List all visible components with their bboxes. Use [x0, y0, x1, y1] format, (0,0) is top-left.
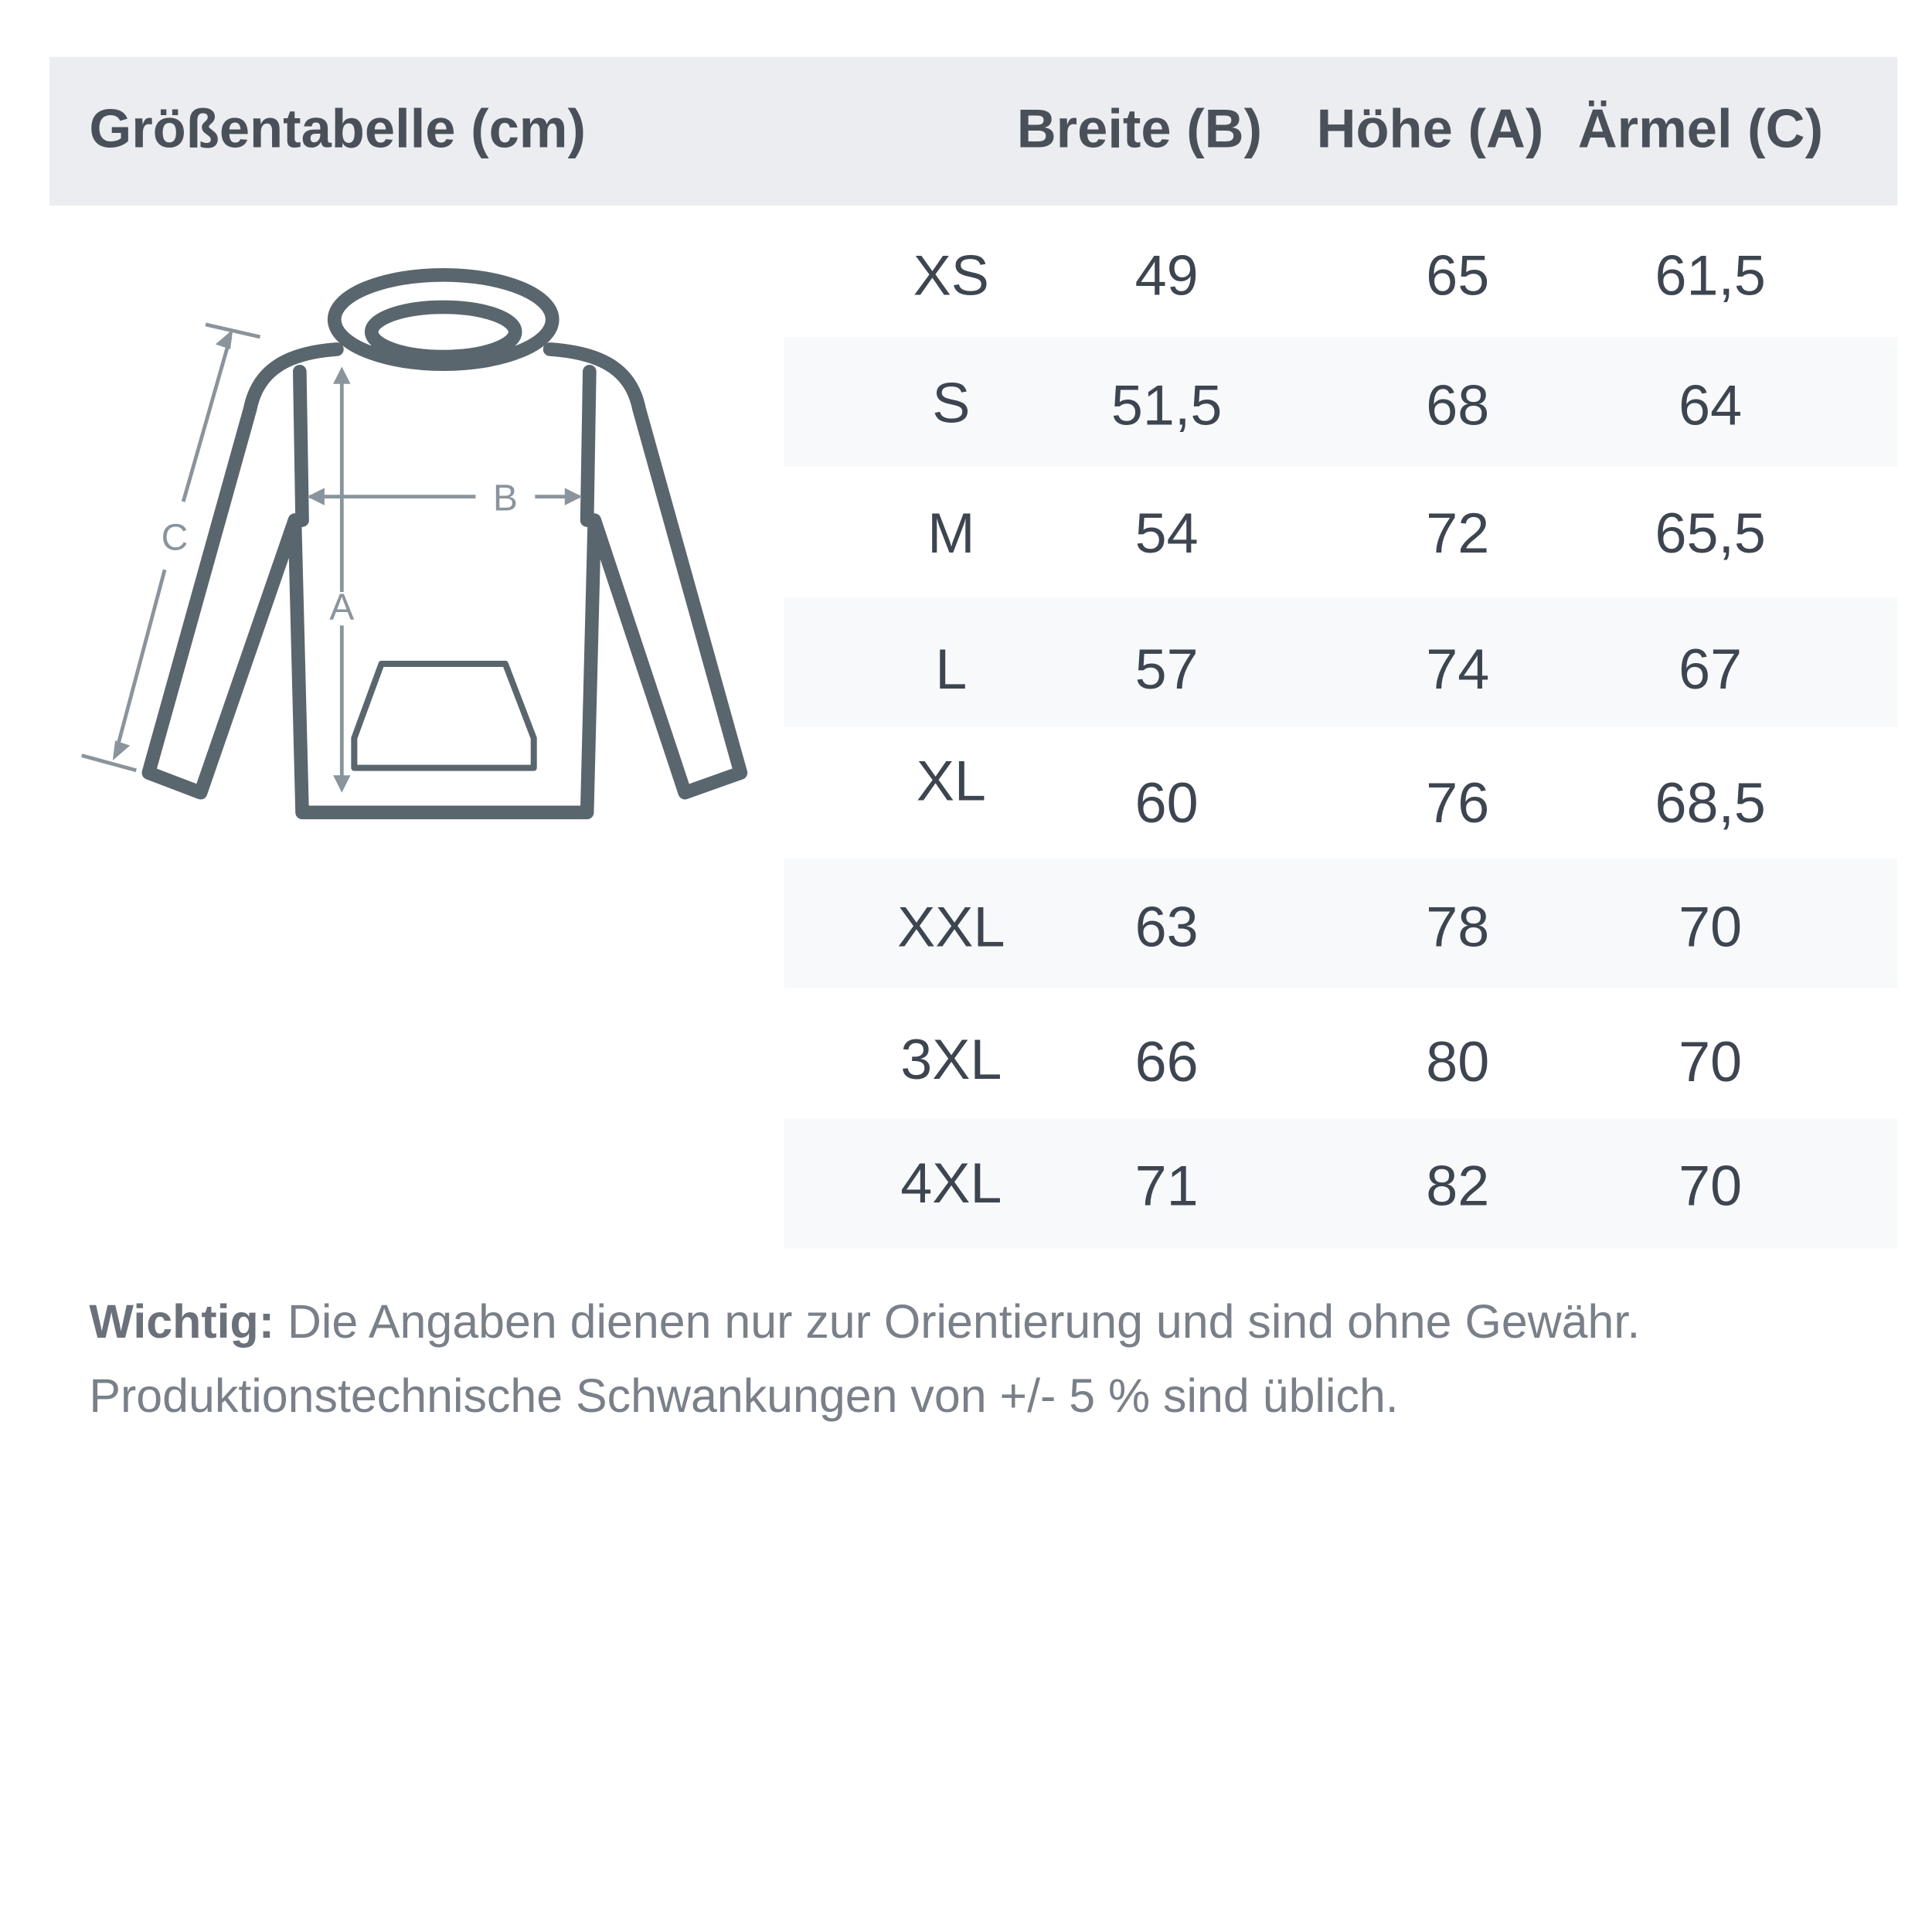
- cell-breite: 63: [1134, 894, 1199, 959]
- size-label: 4XL: [900, 1150, 1002, 1216]
- column-header-hoehe: Höhe (A): [1316, 99, 1544, 160]
- hoodie-outline: [141, 267, 748, 820]
- cell-hoehe: 72: [1426, 500, 1490, 565]
- size-label: 3XL: [900, 1026, 1002, 1091]
- cell-breite: 57: [1134, 636, 1199, 702]
- row-band: [784, 1118, 1898, 1249]
- cell-hoehe: 65: [1426, 243, 1490, 308]
- cell-aermel: 64: [1679, 372, 1743, 437]
- label-a: A: [329, 586, 354, 628]
- hoodie-diagram: B A C: [81, 267, 748, 820]
- cell-breite: 51,5: [1111, 372, 1223, 437]
- cell-aermel: 65,5: [1655, 500, 1766, 565]
- cell-hoehe: 76: [1426, 770, 1490, 835]
- column-header-breite: Breite (B): [1016, 99, 1263, 160]
- size-label: S: [932, 370, 971, 435]
- cell-aermel: 61,5: [1655, 243, 1766, 308]
- size-label: XS: [913, 243, 989, 308]
- cell-aermel: 68,5: [1655, 770, 1766, 835]
- cell-hoehe: 78: [1426, 894, 1490, 959]
- row-band: [784, 597, 1898, 727]
- cell-aermel: 67: [1679, 636, 1743, 702]
- cell-aermel: 70: [1679, 1029, 1743, 1094]
- label-c: C: [162, 517, 189, 559]
- disclaimer-note: Wichtig: Die Angaben dienen nur zur Orie…: [89, 1285, 1640, 1434]
- cell-breite: 66: [1134, 1029, 1199, 1094]
- table-header: Größentabelle (cm) Breite (B) Höhe (A) Ä…: [49, 56, 1898, 206]
- cell-breite: 49: [1134, 243, 1199, 308]
- size-label: XXL: [897, 894, 1005, 959]
- size-label: L: [935, 636, 968, 702]
- size-label: XL: [916, 747, 986, 813]
- cell-breite: 60: [1134, 770, 1199, 835]
- label-b: B: [493, 477, 518, 519]
- row-band: [784, 336, 1898, 468]
- note-line1: Die Angaben dienen nur zur Orientierung …: [274, 1296, 1641, 1349]
- cell-breite: 54: [1134, 500, 1199, 565]
- row-band: [784, 858, 1898, 988]
- note-line2: Produktionstechnische Schwankungen von +…: [89, 1371, 1399, 1423]
- table-title: Größentabelle (cm): [89, 99, 586, 160]
- cell-hoehe: 74: [1426, 636, 1490, 702]
- size-label: M: [927, 500, 975, 565]
- cell-breite: 71: [1134, 1153, 1199, 1218]
- cell-aermel: 70: [1679, 1153, 1743, 1218]
- measurement-arrows: [81, 322, 583, 793]
- cell-hoehe: 80: [1426, 1029, 1490, 1094]
- cell-hoehe: 82: [1426, 1153, 1490, 1218]
- cell-hoehe: 68: [1426, 372, 1490, 437]
- cell-aermel: 70: [1679, 894, 1743, 959]
- note-bold: Wichtig:: [89, 1296, 275, 1349]
- column-header-aermel: Ärmel (C): [1577, 99, 1824, 160]
